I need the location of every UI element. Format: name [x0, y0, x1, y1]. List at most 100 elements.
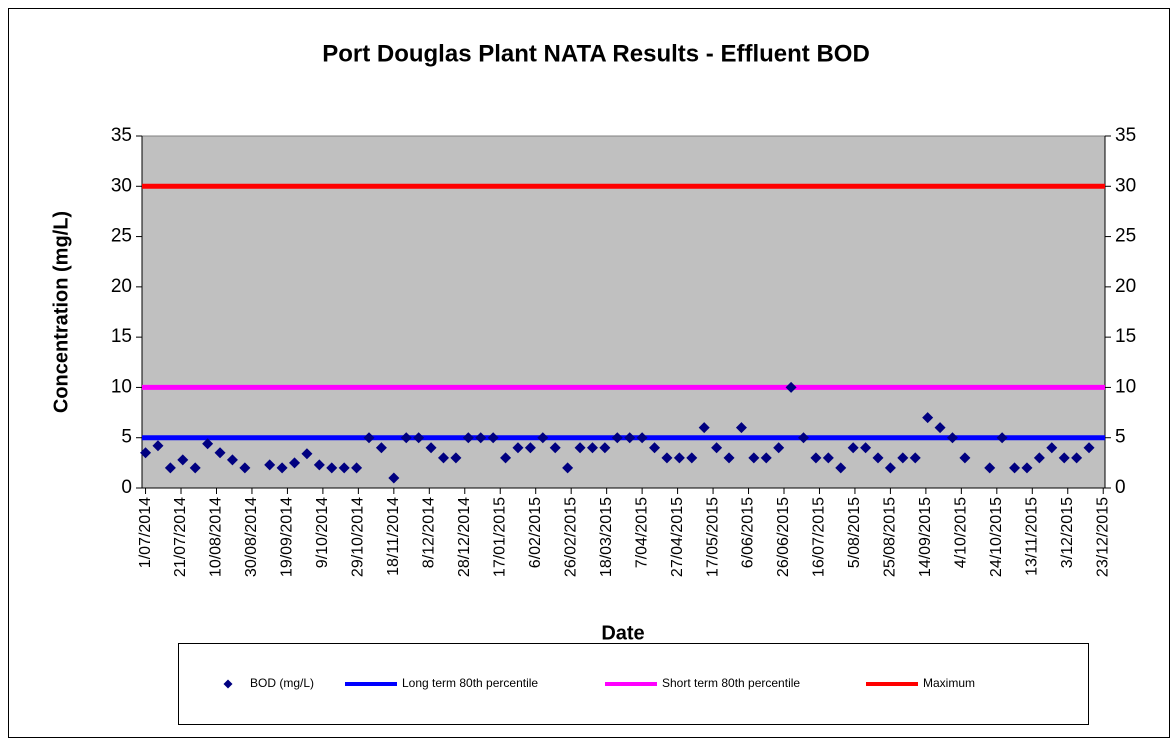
data-point	[413, 432, 425, 444]
y2-tick-label: 0	[1115, 477, 1126, 498]
x-tick-label: 6/02/2015	[527, 497, 544, 568]
x-tick-label: 26/02/2015	[562, 497, 579, 577]
y2-tick-label: 30	[1115, 175, 1136, 196]
data-point	[437, 452, 449, 464]
data-point	[822, 452, 834, 464]
legend-label: Maximum	[923, 676, 975, 690]
x-tick-label: 14/09/2015	[917, 497, 934, 577]
x-tick-label: 23/12/2015	[1094, 497, 1111, 577]
y2-tick-label: 35	[1115, 125, 1136, 146]
x-tick-label: 6/06/2015	[740, 497, 757, 568]
x-tick-label: 17/05/2015	[704, 497, 721, 577]
data-point	[847, 442, 859, 454]
data-point	[363, 432, 375, 444]
x-tick-label: 5/08/2015	[846, 497, 863, 568]
data-point	[872, 452, 884, 464]
y-tick-label: 25	[111, 226, 132, 247]
legend-swatch	[223, 679, 233, 689]
data-point	[785, 381, 797, 393]
data-point	[574, 442, 586, 454]
data-point	[1046, 442, 1058, 454]
x-tick-label: 1/07/2014	[137, 497, 154, 568]
chart-title: Port Douglas Plant NATA Results - Efflue…	[322, 40, 870, 67]
y-tick-label: 35	[111, 125, 132, 146]
x-tick-label: 24/10/2015	[988, 497, 1005, 577]
x-tick-label: 27/04/2015	[669, 497, 686, 577]
data-point	[512, 442, 524, 454]
data-point	[984, 462, 996, 474]
data-point	[673, 452, 685, 464]
data-point	[152, 440, 164, 452]
y2-tick-label: 5	[1115, 427, 1126, 448]
legend-label: Short term 80th percentile	[662, 676, 800, 690]
data-point	[562, 462, 574, 474]
data-point	[798, 432, 810, 444]
data-point	[289, 457, 301, 469]
data-point	[922, 412, 934, 424]
y-tick-label: 5	[121, 427, 132, 448]
y-axis-label: Concentration (mg/L)	[50, 211, 72, 413]
x-tick-label: 10/08/2014	[208, 497, 225, 577]
data-point	[1033, 452, 1045, 464]
data-point	[264, 459, 276, 471]
data-point	[611, 432, 623, 444]
data-point	[214, 447, 226, 459]
data-point	[946, 432, 958, 444]
data-point	[636, 432, 648, 444]
data-point	[326, 462, 338, 474]
data-point	[711, 442, 723, 454]
data-point	[400, 432, 412, 444]
data-point	[698, 422, 710, 434]
data-point	[524, 442, 536, 454]
data-point	[338, 462, 350, 474]
data-point	[723, 452, 735, 464]
data-point	[202, 438, 214, 450]
legend-label: Long term 80th percentile	[402, 676, 538, 690]
y-tick-label: 30	[111, 175, 132, 196]
data-point	[537, 432, 549, 444]
x-tick-label: 26/06/2015	[775, 497, 792, 577]
plot-area	[141, 135, 1106, 489]
data-point	[996, 432, 1008, 444]
y-tick-label: 15	[111, 326, 132, 347]
x-tick-label: 16/07/2015	[811, 497, 828, 577]
data-point	[748, 452, 760, 464]
x-tick-label: 4/10/2015	[953, 497, 970, 568]
data-point	[773, 442, 785, 454]
x-tick-label: 19/09/2014	[279, 497, 296, 577]
data-point	[1071, 452, 1083, 464]
data-point	[313, 459, 325, 471]
x-tick-label: 3/12/2015	[1059, 497, 1076, 568]
legend-label: BOD (mg/L)	[250, 676, 314, 690]
x-tick-label: 9/10/2014	[314, 497, 331, 568]
data-point	[388, 472, 400, 484]
x-tick-label: 21/07/2014	[172, 497, 189, 577]
data-point	[661, 452, 673, 464]
data-point	[487, 432, 499, 444]
data-point	[934, 422, 946, 434]
data-point	[810, 452, 822, 464]
y-tick-label: 0	[121, 477, 132, 498]
data-point	[462, 432, 474, 444]
data-point	[164, 462, 176, 474]
data-point	[301, 448, 313, 460]
data-point	[375, 442, 387, 454]
y2-tick-label: 10	[1115, 376, 1136, 397]
data-point	[835, 462, 847, 474]
x-tick-label: 28/12/2014	[456, 497, 473, 577]
data-point	[276, 462, 288, 474]
data-point	[959, 452, 971, 464]
y-tick-label: 10	[111, 376, 132, 397]
y2-tick-label: 15	[1115, 326, 1136, 347]
y-tick-label: 20	[111, 276, 132, 297]
x-tick-label: 25/08/2015	[882, 497, 899, 577]
data-point	[686, 452, 698, 464]
data-point	[450, 452, 462, 464]
data-point	[226, 454, 238, 466]
x-tick-label: 18/03/2015	[598, 497, 615, 577]
x-tick-label: 17/01/2015	[491, 497, 508, 577]
y2-tick-label: 20	[1115, 276, 1136, 297]
y2-tick-label: 25	[1115, 226, 1136, 247]
data-point	[649, 442, 661, 454]
